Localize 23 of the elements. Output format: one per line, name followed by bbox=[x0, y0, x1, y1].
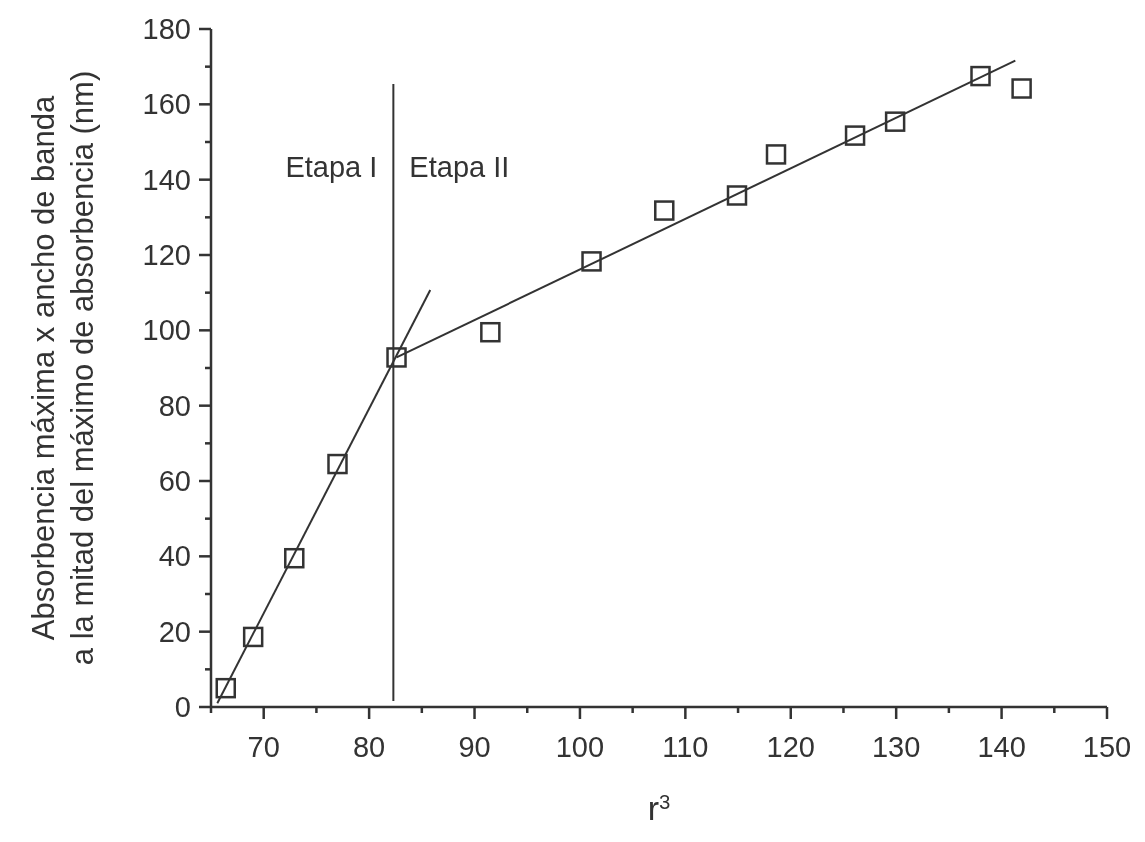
y-tick-label: 80 bbox=[158, 389, 191, 422]
y-tick-label: 40 bbox=[158, 540, 191, 573]
x-tick-label: 120 bbox=[766, 731, 815, 763]
y-tick-label: 160 bbox=[142, 88, 191, 121]
y-tick-label: 120 bbox=[142, 239, 191, 272]
x-tick-label: 130 bbox=[871, 731, 921, 763]
x-tick-label: 110 bbox=[662, 731, 709, 763]
y-tick-label: 20 bbox=[158, 615, 191, 648]
y-tick-label: 140 bbox=[142, 163, 191, 196]
y-tick-label: 100 bbox=[142, 314, 191, 347]
x-tick-label: 90 bbox=[458, 731, 491, 763]
annotation: Etapa I bbox=[285, 151, 378, 183]
y-tick-label: 60 bbox=[158, 465, 191, 498]
y-tick-label: 180 bbox=[142, 13, 191, 46]
x-tick-label: 150 bbox=[1082, 731, 1132, 763]
x-tick-label: 140 bbox=[977, 731, 1026, 763]
x-axis-title: r$^{3}$ bbox=[647, 789, 671, 827]
y-tick-label: 0 bbox=[174, 691, 191, 724]
annotation: Etapa II bbox=[409, 151, 510, 183]
x-tick-label: 100 bbox=[555, 731, 605, 763]
x-tick-label: 80 bbox=[352, 731, 386, 763]
x-tick-label: 70 bbox=[247, 731, 280, 763]
y-axis-title: Absorbencia máxima x ancho de banda a la mitad del máximo de absorbencia (nm) bbox=[26, 70, 100, 666]
